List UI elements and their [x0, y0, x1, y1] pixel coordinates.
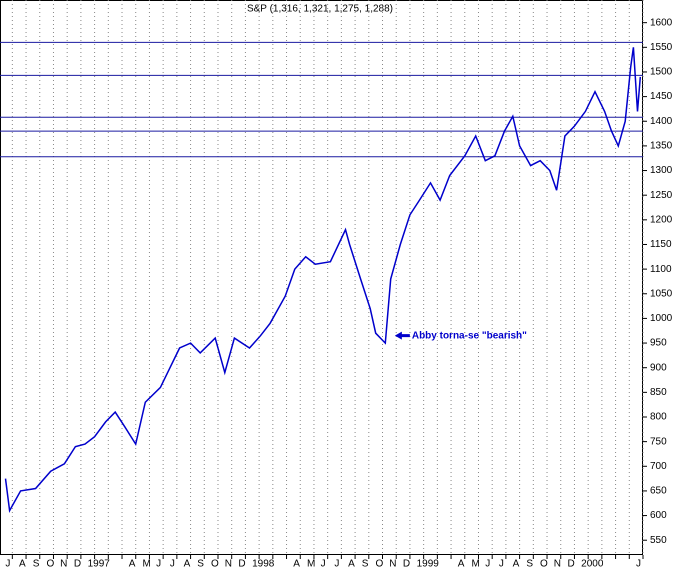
- y-tick-label: 1350: [650, 141, 673, 152]
- y-tick-label: 650: [650, 486, 667, 497]
- x-tick-label: 1998: [252, 559, 275, 570]
- y-tick-label: 1050: [650, 288, 673, 299]
- x-tick-label: A: [19, 559, 26, 570]
- chart-title: S&P (1,316, 1,321, 1,275, 1,288): [247, 4, 393, 15]
- x-tick-label: A: [293, 559, 300, 570]
- x-tick-label: D: [74, 559, 81, 570]
- y-tick-label: 800: [650, 412, 667, 423]
- x-tick-label: A: [458, 559, 465, 570]
- x-tick-label: J: [5, 559, 10, 570]
- y-tick-label: 1250: [650, 190, 673, 201]
- y-tick-label: 1100: [650, 264, 672, 275]
- y-tick-label: 550: [650, 535, 667, 546]
- y-tick-label: 1600: [650, 17, 673, 28]
- x-tick-label: D: [403, 559, 410, 570]
- x-tick-label: A: [513, 559, 520, 570]
- x-tick-label: O: [211, 559, 219, 570]
- x-tick-label: O: [376, 559, 384, 570]
- x-tick-label: S: [362, 559, 369, 570]
- x-tick-label: A: [184, 559, 191, 570]
- y-tick-label: 850: [650, 387, 667, 398]
- x-tick-label: J: [334, 559, 339, 570]
- x-tick-label: N: [554, 559, 561, 570]
- x-tick-label: J: [321, 559, 326, 570]
- x-tick-label: O: [540, 559, 548, 570]
- y-tick-label: 1200: [650, 214, 673, 225]
- x-tick-label: S: [526, 559, 533, 570]
- x-tick-label: M: [471, 559, 479, 570]
- y-tick-label: 900: [650, 362, 667, 373]
- y-tick-label: 700: [650, 461, 667, 472]
- x-tick-label: A: [129, 559, 136, 570]
- x-tick-label: J: [170, 559, 175, 570]
- x-tick-label: D: [567, 559, 574, 570]
- plot-area: [0, 0, 643, 555]
- x-tick-label: M: [142, 559, 150, 570]
- y-tick-label: 1450: [650, 91, 673, 102]
- y-tick-label: 1550: [650, 42, 673, 53]
- annotation-arrow: [394, 331, 410, 340]
- x-tick-label: 1999: [417, 559, 440, 570]
- x-tick-label: S: [33, 559, 40, 570]
- y-tick-label: 1300: [650, 165, 673, 176]
- x-tick-label: S: [197, 559, 204, 570]
- price-line: [4, 47, 642, 513]
- y-tick-label: 1400: [650, 116, 673, 127]
- y-tick-label: 950: [650, 338, 667, 349]
- x-tick-label: D: [238, 559, 245, 570]
- x-tick-label: N: [225, 559, 232, 570]
- y-tick-label: 1500: [650, 67, 673, 78]
- x-tick-label: M: [307, 559, 315, 570]
- x-tick-label: 2000: [581, 559, 604, 570]
- x-tick-label: J: [156, 559, 161, 570]
- y-tick-label: 600: [650, 510, 667, 521]
- x-tick-label: O: [46, 559, 54, 570]
- x-tick-label: A: [348, 559, 355, 570]
- y-tick-label: 1150: [650, 239, 672, 250]
- y-tick-label: 1000: [650, 313, 673, 324]
- annotation: Abby torna-se "bearish": [412, 330, 527, 341]
- x-tick-label: N: [389, 559, 396, 570]
- x-tick-label: 1997: [88, 559, 111, 570]
- x-tick-label: N: [60, 559, 67, 570]
- y-tick-label: 750: [650, 436, 667, 447]
- x-tick-label: J: [485, 559, 490, 570]
- x-tick-label: J: [636, 559, 641, 570]
- x-tick-label: J: [499, 559, 504, 570]
